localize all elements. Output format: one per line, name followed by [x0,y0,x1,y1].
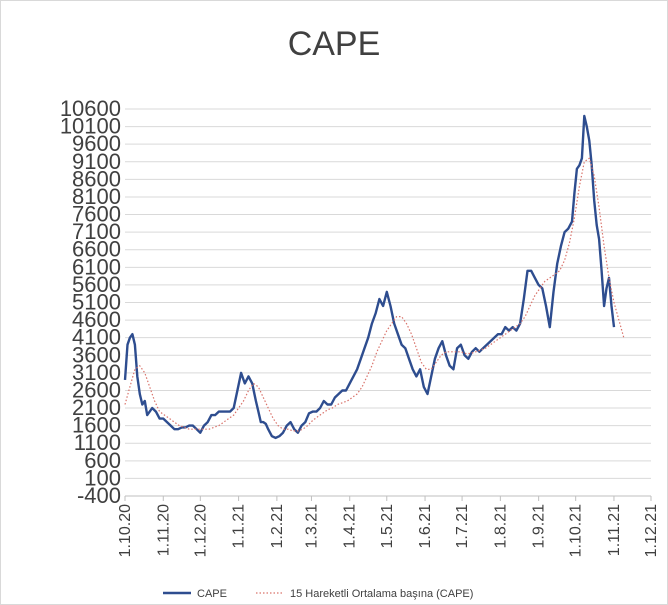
x-tick-label: 1.10.21 [568,504,585,557]
y-tick-label: 6600 [72,237,121,262]
y-tick-label: 100 [84,465,121,490]
x-tick-label: 1.11.21 [606,504,623,556]
y-tick-label: 9100 [72,149,121,174]
y-tick-label: 1100 [74,430,121,455]
y-tick-label: 1600 [72,413,121,438]
x-tick-label: 1.12.21 [643,504,660,557]
y-tick-label: 5600 [72,272,121,297]
x-tick-label: 1.3.21 [303,504,320,549]
y-tick-label: 3100 [72,360,121,385]
x-tick-label: 1.8.21 [492,504,509,549]
y-tick-label: 10100 [60,114,121,139]
y-tick-label: -400 [77,483,121,508]
legend-label-cape: CAPE [197,588,227,600]
y-tick-label: 9600 [72,131,121,156]
x-tick-label: 1.9.21 [531,504,548,549]
y-tick-label: 4600 [72,307,121,332]
x-tick-label: 1.2.21 [269,504,286,549]
y-tick-label: 7600 [72,202,121,227]
series-line-moving-average [124,157,625,432]
y-tick-label: 8600 [72,166,121,191]
y-tick-label: 7100 [72,219,121,244]
y-tick-label: 8100 [72,184,121,209]
chart-title: CAPE [288,25,381,63]
x-tick-label: 1.10.20 [117,504,134,557]
x-tick-label: 1.11.20 [155,504,172,556]
legend-label-moving-average: 15 Hareketli Ortalama başına (CAPE) [290,588,473,600]
x-tick-label: 1.12.20 [192,504,209,557]
y-tick-label: 6100 [72,254,121,279]
legend: CAPE 15 Hareketli Ortalama başına (CAPE) [163,588,473,600]
x-axis-ticks: 1.10.20 1.11.20 1.12.20 1.1.21 1.2.21 1.3.21 1… [117,496,660,557]
y-axis-ticks: 1060010100960091008600810076007100660061… [60,96,121,508]
series-lines [123,114,625,440]
y-tick-label: 5100 [72,290,121,315]
series-line-cape [123,114,616,440]
x-tick-label: 1.1.21 [231,504,248,549]
y-tick-label: 4100 [72,325,121,350]
y-tick-label: 2600 [72,377,121,402]
x-tick-label: 1.6.21 [417,504,434,549]
x-tick-label: 1.4.21 [342,504,359,549]
y-tick-label: 3600 [72,342,121,367]
gridlines [125,108,651,497]
x-tick-label: 1.5.21 [379,504,396,549]
y-tick-label: 2100 [72,395,121,420]
y-tick-label: 10600 [60,96,121,121]
x-tick-label: 1.7.21 [454,504,471,549]
y-tick-label: 600 [84,448,121,473]
